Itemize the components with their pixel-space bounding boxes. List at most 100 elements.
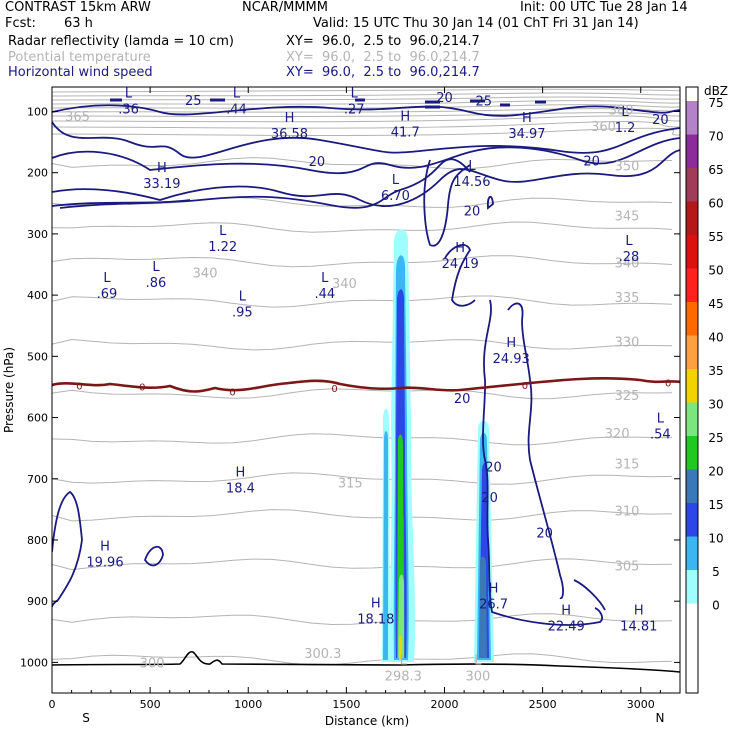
theta-contour xyxy=(52,388,673,400)
extremum-value: 24.19 xyxy=(442,257,479,272)
colorbar-swatch xyxy=(686,168,698,202)
theta-label: 315 xyxy=(338,476,363,491)
model-title: CONTRAST 15km ARW xyxy=(5,0,151,15)
extremum-value: 34.97 xyxy=(508,127,545,142)
x-tick-label: 2000 xyxy=(431,698,459,711)
extremum-marker: L xyxy=(621,105,629,120)
forecast-label: Fcst: xyxy=(5,16,36,31)
theta-contour xyxy=(52,255,673,268)
wind-speed-label: 20 xyxy=(481,491,498,506)
extremum-value: .86 xyxy=(146,276,167,291)
y-tick-label: 700 xyxy=(27,473,48,486)
wind-speed-label: 25 xyxy=(475,94,492,109)
wind-speed-label: 20 xyxy=(309,155,326,170)
theta-label: 300 xyxy=(140,656,165,671)
extremum-value: 6.70 xyxy=(381,189,410,204)
wind-speed-label: 20 xyxy=(436,91,453,106)
field-name-theta: Potential temperature xyxy=(8,50,151,65)
freezing-level-label: 0 xyxy=(522,381,528,392)
extremum-marker: H xyxy=(489,581,499,596)
theta-dense-band xyxy=(52,88,680,137)
field-xy-theta: XY= 96.0, 2.5 to 96.0,214.7 xyxy=(286,50,480,65)
y-tick-label: 900 xyxy=(27,595,48,608)
colorbar-tick-label: 75 xyxy=(708,96,723,110)
reflectivity-shading xyxy=(382,229,494,662)
extremum-value: 33.19 xyxy=(143,177,180,192)
extremum-marker: H xyxy=(100,540,110,555)
theta-contour xyxy=(52,472,673,485)
colorbar-tick-label: 25 xyxy=(708,431,723,445)
y-tick-label: 1000 xyxy=(20,656,48,669)
colorbar-swatch xyxy=(686,302,698,336)
wind-speed-label: 20 xyxy=(583,154,600,169)
wind-speed-label: 20 xyxy=(536,527,553,542)
forecast-hours: 63 h xyxy=(64,16,93,31)
field-name-reflectivity: Radar reflectivity (lamda = 10 cm) xyxy=(8,34,234,49)
colorbar-tick-label: 35 xyxy=(708,364,723,378)
theta-label: 305 xyxy=(615,560,640,575)
theta-label: 325 xyxy=(615,389,640,404)
freezing-level-label: 0 xyxy=(665,378,671,389)
extremum-marker: H xyxy=(285,111,295,126)
colorbar-tick-label: 30 xyxy=(708,398,723,412)
x-tick-label: 1000 xyxy=(234,698,262,711)
y-tick-label: 100 xyxy=(27,105,48,118)
theta-label: 360 xyxy=(591,120,616,135)
theta-label: 310 xyxy=(615,505,640,520)
theta-contours xyxy=(52,157,673,666)
colorbar-tick-label: 50 xyxy=(708,264,723,278)
extremum-value: 1.2 xyxy=(615,121,636,136)
extremum-value: .44 xyxy=(226,103,247,118)
colorbar-frame xyxy=(685,86,699,694)
y-tick-label: 600 xyxy=(27,412,48,425)
extremum-value: 19.96 xyxy=(86,556,123,571)
extremum-value: .95 xyxy=(232,305,253,320)
wind-speed-contours xyxy=(52,104,680,626)
colorbar-swatch xyxy=(686,503,698,537)
wind-speed-jet-cores xyxy=(110,98,546,109)
colorbar-tick-label: 10 xyxy=(708,532,723,546)
colorbar-tick-label: 70 xyxy=(708,130,723,144)
freezing-level-label: 0 xyxy=(229,388,235,399)
extremum-value: .54 xyxy=(650,428,671,443)
center-label: NCAR/MMMM xyxy=(242,0,328,15)
extremum-marker: L xyxy=(351,87,359,102)
extremum-value: 26.7 xyxy=(479,597,508,612)
colorbar-swatch xyxy=(686,402,698,436)
extremum-marker: H xyxy=(506,336,516,351)
colorbar-tick-label: 15 xyxy=(708,498,723,512)
extremum-value: 24.93 xyxy=(493,352,530,367)
theta-label: 335 xyxy=(615,291,640,306)
contour-layers xyxy=(52,88,680,673)
terrain-line xyxy=(52,650,680,673)
y-tick-label: 300 xyxy=(27,228,48,241)
extremum-value: .44 xyxy=(314,287,335,302)
extremum-marker: H xyxy=(634,603,644,618)
theta-label: 340 xyxy=(615,257,640,272)
x-tick-label: 3000 xyxy=(627,698,655,711)
theta-label: 380 xyxy=(609,104,634,119)
x-tick-label: 1500 xyxy=(332,698,360,711)
extremum-value: 14.56 xyxy=(453,175,490,190)
extremum-value: 300 xyxy=(465,670,490,685)
colorbar-swatch xyxy=(686,134,698,168)
valid-time: Valid: 15 UTC Thu 30 Jan 14 (01 ChT Fri … xyxy=(313,16,639,31)
colorbar-swatch xyxy=(686,101,698,135)
theta-contour xyxy=(52,295,673,308)
colorbar-swatch xyxy=(686,268,698,302)
extremum-marker: H xyxy=(371,597,381,612)
colorbar-swatch xyxy=(686,469,698,503)
extremum-value: 41.7 xyxy=(391,125,420,140)
y-tick-label: 200 xyxy=(27,167,48,180)
colorbar-swatch xyxy=(686,436,698,470)
extremum-value: .69 xyxy=(97,287,118,302)
theta-label: 320 xyxy=(605,427,630,442)
wind-speed-label: 20 xyxy=(652,113,669,128)
extremum-value: .36 xyxy=(118,103,139,118)
x-tick-label: 500 xyxy=(140,698,161,711)
colorbar-swatch xyxy=(686,603,698,637)
extremum-marker: L xyxy=(125,87,133,102)
theta-contour xyxy=(52,653,673,666)
